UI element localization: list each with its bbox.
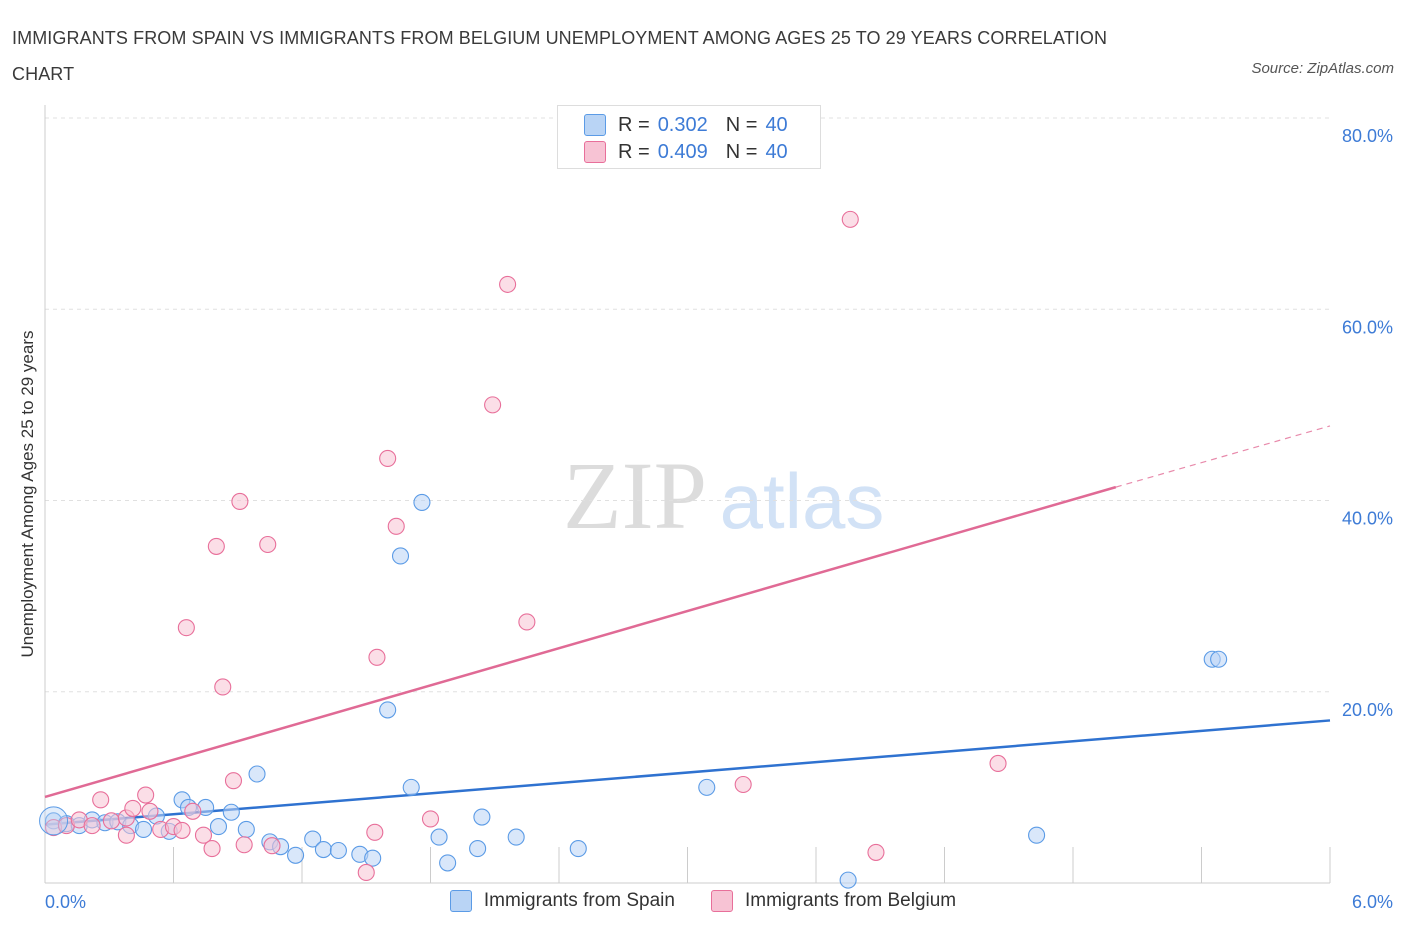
legend-row-belgium: R = 0.409 N = 40 [584, 140, 788, 164]
x-tick-label-min: 0.0% [45, 892, 86, 912]
legend-row-spain: R = 0.302 N = 40 [584, 113, 788, 137]
data-point-spain [439, 854, 457, 872]
data-point-spain [469, 840, 487, 858]
legend-n-label: N = [725, 140, 758, 163]
data-point-spain [698, 778, 716, 796]
y-tick-label: 20.0% [1342, 700, 1393, 720]
data-point-belgium [499, 275, 517, 293]
data-point-spain [304, 830, 322, 848]
data-point-belgium [203, 840, 221, 858]
data-point-belgium [141, 802, 159, 820]
correlation-legend: R = 0.302 N = 40 R = 0.409 N = 40 [557, 105, 821, 169]
series-legend: Immigrants from Spain Immigrants from Be… [0, 890, 1406, 912]
y-tick-label: 80.0% [1342, 126, 1393, 146]
y-tick-label: 40.0% [1342, 509, 1393, 529]
data-point-spain [507, 828, 525, 846]
data-point-belgium [841, 210, 859, 228]
data-point-belgium [734, 775, 752, 794]
data-point-spain [209, 818, 228, 836]
data-point-belgium [518, 613, 536, 631]
data-point-spain [569, 840, 587, 858]
data-point-belgium [177, 619, 195, 637]
data-point-spain [391, 547, 410, 565]
trend-line-extension-belgium [1115, 425, 1331, 488]
data-point-belgium [379, 449, 397, 467]
data-point-spain [1028, 826, 1046, 844]
data-point-belgium [117, 826, 135, 844]
legend-r-label: R = [618, 113, 650, 136]
data-point-belgium [173, 821, 191, 839]
legend-swatch-spain [584, 114, 606, 136]
legend-r-value-belgium: 0.409 [657, 140, 708, 163]
legend-n-value-belgium: 40 [765, 140, 788, 163]
data-point-spain [413, 493, 431, 511]
legend-n-label: N = [725, 113, 758, 136]
data-point-spain [237, 820, 255, 839]
legend-swatch-belgium [710, 890, 733, 912]
data-point-belgium [387, 517, 405, 535]
legend-swatch-spain [449, 890, 472, 912]
data-point-spain [248, 765, 266, 783]
data-point-belgium [83, 817, 101, 835]
data-point-belgium [102, 812, 120, 830]
data-point-spain [379, 701, 397, 719]
data-point-spain [430, 828, 448, 846]
data-point-belgium [92, 791, 110, 809]
data-point-belgium [207, 537, 225, 555]
data-point-spain [839, 871, 857, 889]
data-point-belgium [214, 678, 232, 696]
data-point-spain [473, 808, 491, 826]
legend-r-label: R = [618, 140, 650, 163]
data-point-spain [314, 840, 332, 859]
legend-swatch-belgium [584, 141, 606, 163]
watermark-zip: ZIP [563, 442, 707, 549]
x-tick-label-max: 6.0% [1352, 892, 1393, 912]
y-tick-label: 60.0% [1342, 317, 1393, 337]
data-point-spain [1210, 650, 1228, 668]
data-point-belgium [231, 492, 249, 511]
legend-r-value-spain: 0.302 [657, 113, 708, 136]
trend-line-spain [44, 719, 1331, 826]
data-point-spain [134, 820, 153, 839]
legend-item-belgium[interactable]: Immigrants from Belgium [710, 890, 957, 912]
data-point-belgium [421, 810, 440, 828]
data-point-spain [364, 849, 382, 867]
chart-title: IMMIGRANTS FROM SPAIN VS IMMIGRANTS FROM… [12, 28, 1108, 84]
data-point-spain-cluster [39, 806, 69, 836]
data-point-belgium [368, 648, 386, 666]
legend-label-belgium: Immigrants from Belgium [744, 890, 957, 911]
data-point-belgium [989, 754, 1007, 773]
data-point-belgium [263, 837, 281, 855]
trend-line-belgium [44, 485, 1117, 799]
data-point-spain [329, 841, 347, 860]
source-label: Source: ZipAtlas.com [1251, 60, 1394, 77]
data-point-belgium [235, 836, 253, 854]
legend-n-value-spain: 40 [765, 113, 788, 136]
data-point-spain [287, 846, 305, 864]
data-point-belgium [259, 535, 277, 554]
data-point-belgium [366, 823, 384, 841]
data-point-belgium [867, 843, 885, 861]
data-point-spain [222, 803, 240, 821]
data-point-belgium [357, 863, 375, 882]
data-point-spain [402, 778, 420, 796]
legend-label-spain: Immigrants from Spain [483, 890, 675, 911]
data-point-belgium [484, 396, 502, 414]
data-point-belgium [124, 799, 142, 817]
data-point-belgium [184, 802, 202, 820]
data-point-belgium [194, 826, 213, 844]
legend-item-spain[interactable]: Immigrants from Spain [449, 890, 675, 912]
data-point-belgium [224, 772, 243, 790]
data-point-belgium [137, 786, 155, 804]
